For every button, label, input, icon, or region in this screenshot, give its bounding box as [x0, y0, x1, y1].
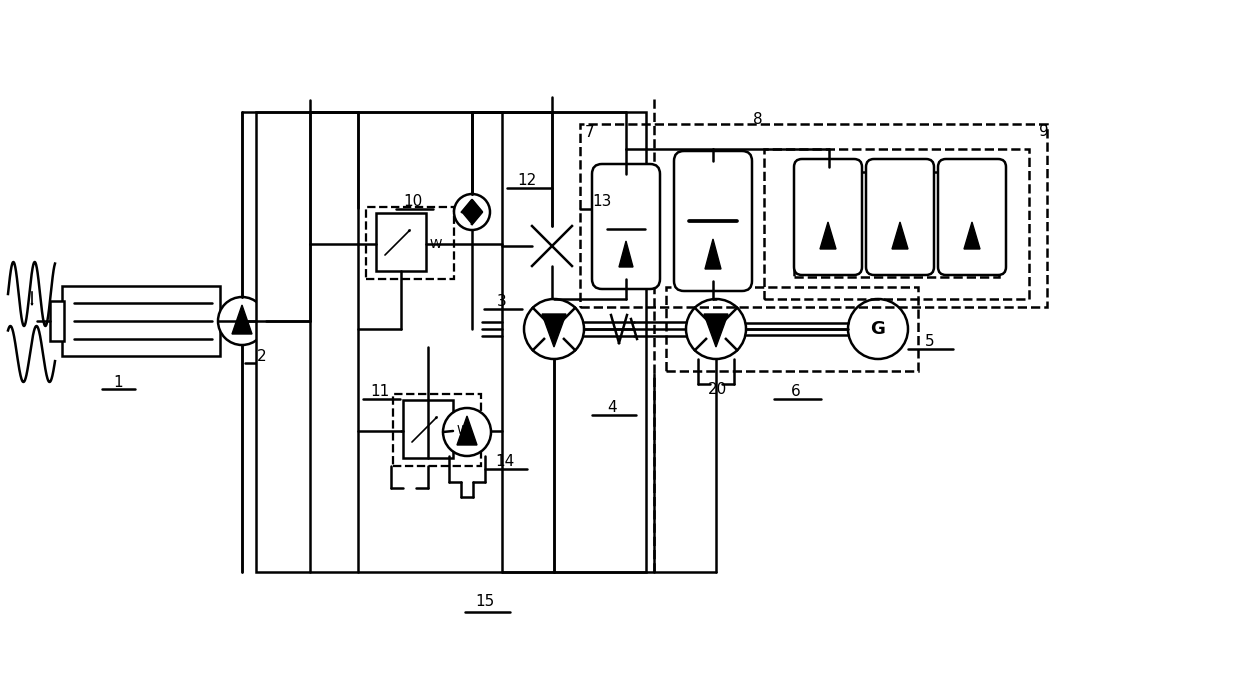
Text: 12: 12: [517, 173, 537, 187]
Circle shape: [525, 299, 584, 359]
Bar: [764, 149, 1029, 299]
Text: 1: 1: [113, 375, 123, 390]
Bar: [255, 112, 646, 572]
Bar: [62, 286, 219, 356]
Polygon shape: [706, 239, 720, 269]
FancyBboxPatch shape: [937, 159, 1006, 275]
Text: G: G: [870, 320, 885, 338]
Text: 13: 13: [593, 193, 611, 208]
Text: 6: 6: [791, 384, 801, 398]
FancyBboxPatch shape: [675, 151, 751, 291]
Text: W: W: [456, 425, 469, 437]
Text: 10: 10: [403, 193, 423, 208]
Text: 4: 4: [608, 400, 616, 415]
Circle shape: [848, 299, 908, 359]
Bar: [794, 172, 999, 277]
Polygon shape: [963, 222, 980, 249]
Polygon shape: [619, 241, 632, 267]
Text: 14: 14: [495, 454, 515, 470]
Circle shape: [218, 297, 267, 345]
Bar: [580, 124, 1047, 307]
Bar: [393, 394, 481, 466]
Circle shape: [454, 194, 490, 230]
FancyBboxPatch shape: [794, 159, 862, 275]
Text: 15: 15: [475, 594, 495, 609]
Circle shape: [686, 299, 746, 359]
Text: 7: 7: [585, 125, 595, 140]
Text: W: W: [430, 237, 443, 251]
Circle shape: [443, 408, 491, 456]
Polygon shape: [820, 222, 836, 249]
Text: 9: 9: [1039, 123, 1049, 138]
Polygon shape: [232, 305, 252, 334]
Text: 8: 8: [753, 111, 763, 127]
FancyBboxPatch shape: [866, 159, 934, 275]
Polygon shape: [892, 222, 908, 249]
Text: 11: 11: [371, 384, 389, 398]
Bar: [403, 400, 453, 458]
Bar: [50, 301, 64, 341]
Polygon shape: [704, 314, 728, 347]
Polygon shape: [463, 200, 482, 224]
Bar: [376, 213, 427, 271]
Polygon shape: [542, 314, 565, 347]
Bar: [366, 207, 454, 279]
FancyBboxPatch shape: [591, 164, 660, 289]
Bar: [242, 308, 255, 334]
Polygon shape: [458, 416, 477, 445]
Text: 3: 3: [497, 293, 507, 309]
Text: 2: 2: [257, 348, 267, 363]
Bar: [666, 287, 918, 371]
Text: 5: 5: [925, 334, 935, 348]
Text: 20: 20: [708, 381, 728, 396]
